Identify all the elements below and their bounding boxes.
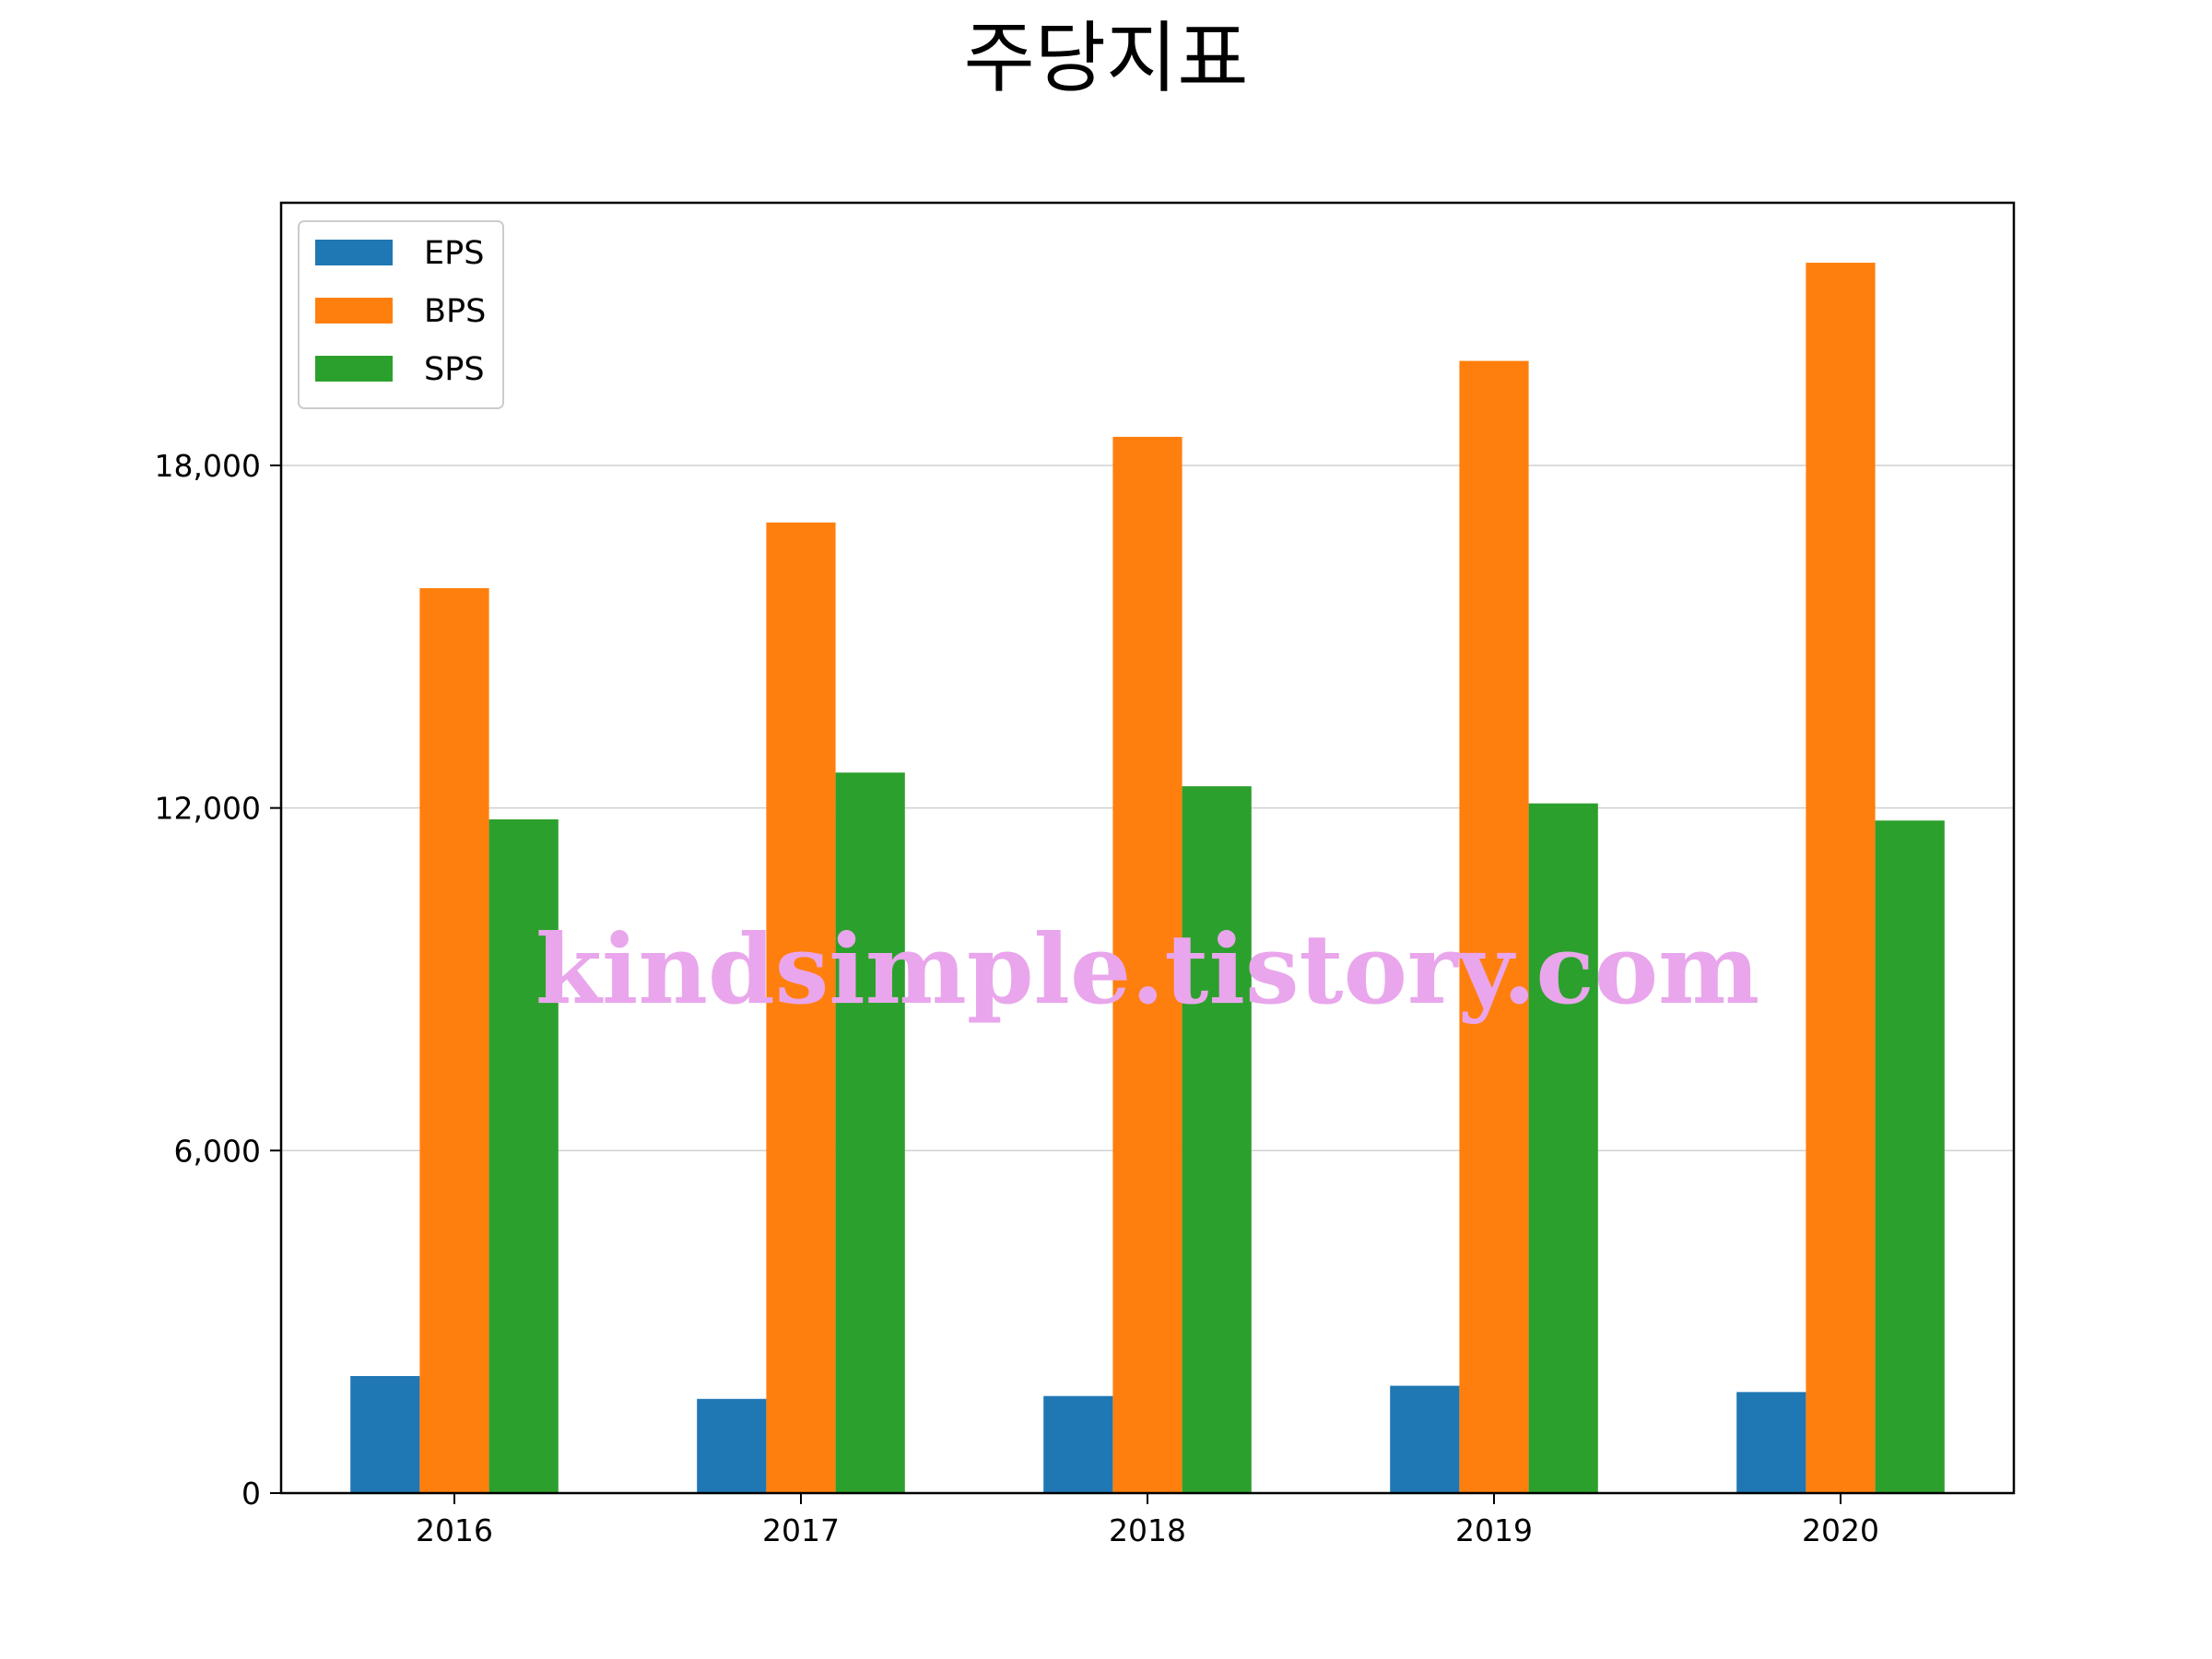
y-tick-label: 6,000 <box>174 1133 261 1169</box>
legend-swatch-sps <box>315 356 393 382</box>
x-tick-label: 2018 <box>1109 1512 1186 1548</box>
chart-title: 주당지표 <box>963 13 1248 103</box>
bar-eps-2019 <box>1390 1385 1460 1493</box>
x-tick-label: 2017 <box>762 1512 840 1548</box>
x-tick-label: 2019 <box>1455 1512 1533 1548</box>
bar-bps-2020 <box>1806 263 1876 1494</box>
bar-bps-2019 <box>1459 360 1529 1494</box>
legend-swatch-bps <box>315 298 393 324</box>
bar-bps-2016 <box>419 588 489 1493</box>
bar-sps-2019 <box>1528 803 1598 1493</box>
bar-bps-2017 <box>766 522 836 1494</box>
bar-sps-2020 <box>1875 820 1945 1493</box>
bars <box>350 263 1945 1494</box>
bar-eps-2017 <box>697 1398 767 1493</box>
y-tick-label: 18,000 <box>155 448 261 484</box>
bar-sps-2016 <box>488 819 559 1493</box>
watermark-text: kindsimple.tistory.com <box>535 912 1759 1026</box>
x-axis: 2016 2017 2018 2019 2020 <box>416 1493 1879 1548</box>
y-axis: 0 6,000 12,000 18,000 <box>155 448 281 1512</box>
bar-eps-2020 <box>1736 1392 1806 1493</box>
x-tick-label: 2020 <box>1802 1512 1879 1548</box>
x-tick-label: 2016 <box>416 1512 493 1548</box>
bar-eps-2018 <box>1043 1395 1113 1493</box>
y-tick-label: 12,000 <box>155 791 261 827</box>
bar-eps-2016 <box>350 1376 420 1493</box>
legend-swatch-eps <box>315 240 393 265</box>
legend-label-bps: BPS <box>424 293 486 330</box>
legend: EPS BPS SPS <box>298 220 504 409</box>
legend-label-sps: SPS <box>424 351 485 388</box>
bar-sps-2018 <box>1182 786 1252 1493</box>
bar-bps-2018 <box>1112 436 1182 1493</box>
bar-sps-2017 <box>835 772 905 1493</box>
y-tick-label: 0 <box>241 1476 261 1512</box>
legend-label-eps: EPS <box>424 235 484 272</box>
